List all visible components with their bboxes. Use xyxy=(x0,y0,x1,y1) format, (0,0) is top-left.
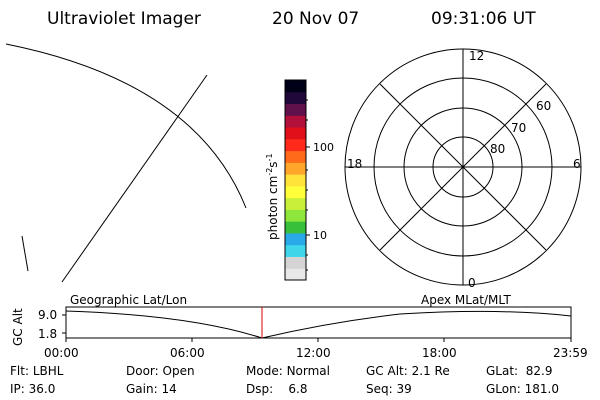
x-tick-label: 18:00 xyxy=(422,346,457,360)
colorbar-cell xyxy=(285,197,306,210)
map-arc xyxy=(5,43,247,209)
info-door: Door: Open xyxy=(126,364,195,378)
info-flt: Flt: LBHL xyxy=(10,364,64,378)
x-tick-label: 00:00 xyxy=(44,346,79,360)
colorbar-cell xyxy=(285,221,306,234)
colorbar-cell xyxy=(285,150,306,163)
colorbar-cell xyxy=(285,268,306,281)
mlt-label-18: 18 xyxy=(347,157,362,171)
info-glat: GLat: 82.9 xyxy=(486,364,553,378)
timeline-axis-title: GC Alt xyxy=(11,308,25,346)
colorbar-cell xyxy=(285,232,306,246)
info-gain: Gain: 14 xyxy=(126,382,177,396)
map-short-line xyxy=(21,235,29,272)
date-readout: 20 Nov 07 xyxy=(272,9,360,29)
colorbar-cell xyxy=(285,244,306,257)
colorbar-cell xyxy=(285,209,306,222)
mlt-label-0: 0 xyxy=(468,276,476,290)
colorbar-cell xyxy=(285,256,306,269)
map-diagonal-line xyxy=(61,74,208,283)
mlt-label-12: 12 xyxy=(469,49,484,63)
info-mode: Mode: Normal xyxy=(246,364,330,378)
colorbar-cell xyxy=(285,138,306,152)
colorbar-tick-label: 100 xyxy=(313,141,334,154)
geographic-label: Geographic Lat/Lon xyxy=(70,293,187,307)
colorbar-cell xyxy=(285,103,306,116)
polar-diagonal xyxy=(379,83,547,251)
altitude-curve xyxy=(65,310,572,339)
app-title: Ultraviolet Imager xyxy=(47,9,201,29)
mlt-label-6: 6 xyxy=(573,157,581,171)
info-glon: GLon: 181.0 xyxy=(486,382,559,396)
info-gc-alt: GC Alt: 2.1 Re xyxy=(366,364,450,378)
time-readout: 09:31:06 UT xyxy=(431,9,536,29)
y-tick-label: 1.8 xyxy=(38,327,57,341)
colorbar-unit-label: photon cm-2s-1 xyxy=(265,153,280,240)
colorbar-cell xyxy=(285,127,306,140)
x-tick-label: 23:59 xyxy=(553,346,588,360)
colorbar-cell xyxy=(285,162,306,175)
colorbar-cell xyxy=(285,115,306,128)
x-axis-ticks xyxy=(65,338,572,342)
x-tick-label: 12:00 xyxy=(296,346,331,360)
apex-label: Apex MLat/MLT xyxy=(421,293,511,307)
colorbar-cell xyxy=(285,80,306,93)
lat-label-80: 80 xyxy=(490,142,505,156)
colorbar-cell xyxy=(285,91,306,105)
colorbar-cell xyxy=(285,174,306,187)
info-ip: IP: 36.0 xyxy=(10,382,56,396)
lat-label-60: 60 xyxy=(536,99,551,113)
info-dsp: Dsp: 6.8 xyxy=(246,382,308,396)
info-seq: Seq: 39 xyxy=(366,382,412,396)
lat-label-70: 70 xyxy=(511,121,526,135)
x-tick-label: 06:00 xyxy=(170,346,205,360)
colorbar-ticks xyxy=(306,99,310,271)
colorbar-tick-label: 10 xyxy=(313,229,327,242)
y-tick-label: 9.0 xyxy=(38,308,57,322)
colorbar-cell xyxy=(285,185,306,199)
